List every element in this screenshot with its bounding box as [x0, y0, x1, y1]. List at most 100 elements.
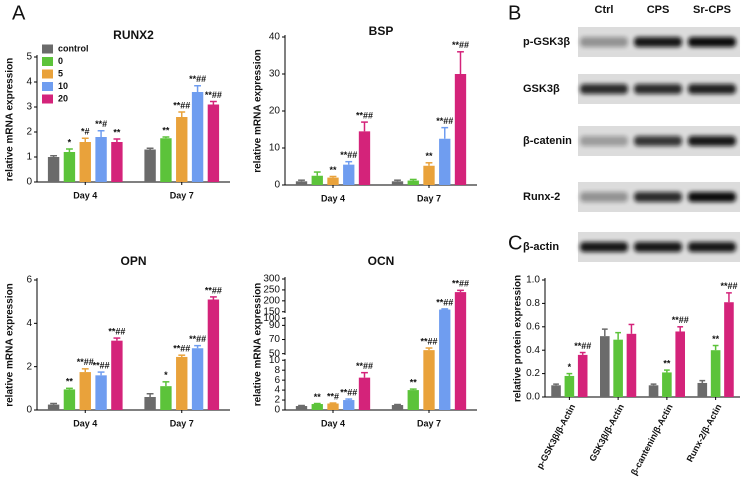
blot-band: [688, 192, 736, 202]
legend-label: 0: [58, 56, 63, 66]
y-tick-label: 10: [269, 355, 281, 366]
significance-label: **##: [189, 334, 206, 344]
y-axis-label: relative mRNA expression: [253, 49, 264, 173]
bar: [724, 302, 734, 397]
bar: [600, 336, 610, 397]
y-tick-label: 0: [274, 180, 280, 191]
chart-title: BSP: [369, 24, 394, 38]
chart-title: OCN: [368, 254, 395, 268]
blot-band: [580, 192, 628, 202]
bar: [191, 348, 204, 410]
significance-label: **##: [173, 100, 190, 110]
x-tick-label: Day 7: [170, 190, 194, 200]
significance-label: **: [425, 151, 433, 161]
legend-swatch: [42, 82, 53, 91]
legend-swatch: [42, 69, 53, 79]
blot-band: [688, 84, 736, 94]
significance-label: **##: [356, 110, 373, 120]
x-tick-label: p-GSK3β/β-Actin: [535, 402, 578, 470]
y-tick-label: 0.0: [526, 392, 540, 403]
panel-label: A: [12, 2, 26, 24]
y-tick-label: 30: [269, 69, 281, 80]
row-label: GSK3β: [523, 83, 560, 95]
bar: [343, 164, 355, 185]
bar: [176, 356, 188, 410]
bar: [439, 138, 451, 185]
bar: [358, 131, 371, 185]
significance-label: **##: [720, 281, 737, 291]
y-tick-label: 1: [26, 152, 32, 163]
y-tick-label: 6: [26, 275, 32, 286]
blot-band: [634, 84, 682, 94]
bar: [160, 386, 172, 410]
blot-band: [580, 136, 628, 146]
significance-label: **##: [420, 336, 437, 346]
blot-band: [580, 84, 628, 94]
blot-band: [688, 242, 736, 252]
significance-label: **: [410, 377, 418, 387]
y-tick-label: 6: [274, 375, 280, 386]
y-axis-label: relative mRNA expression: [5, 58, 16, 182]
row-label: Runx-2: [523, 191, 560, 203]
bar: [47, 157, 60, 182]
significance-label: **##: [93, 360, 110, 370]
x-tick-label: Runx-2/β-Actin: [685, 402, 724, 463]
significance-label: **#: [95, 119, 107, 129]
y-tick-label: 8: [274, 365, 280, 376]
bar: [391, 405, 404, 410]
bar: [63, 152, 76, 182]
axis-break: [281, 354, 477, 359]
significance-label: **##: [340, 387, 357, 397]
chart-title: OPN: [120, 254, 146, 268]
bar: [423, 350, 435, 410]
significance-label: **##: [356, 361, 373, 371]
x-tick-label: Day 4: [73, 190, 97, 200]
significance-label: **##: [452, 40, 469, 50]
y-tick-label: 2: [274, 395, 280, 406]
bar: [79, 142, 91, 182]
bar: [311, 175, 323, 185]
bar: [63, 389, 76, 410]
bar: [160, 138, 172, 182]
bar: [295, 181, 308, 185]
lane-label: CPS: [647, 4, 670, 16]
bar: [697, 382, 708, 397]
legend-label: control: [58, 43, 89, 53]
x-tick-label: Day 4: [73, 418, 97, 428]
significance-label: *#: [81, 127, 90, 137]
bar: [144, 397, 156, 410]
y-tick-label: 0: [26, 177, 32, 188]
axis-break: [281, 313, 477, 318]
significance-label: **##: [574, 341, 591, 351]
y-axis-label: relative protein expression: [513, 275, 524, 402]
y-tick-label: 0.6: [526, 321, 540, 332]
y-tick-label: 4: [26, 318, 32, 329]
significance-label: **: [162, 125, 170, 135]
significance-label: **##: [205, 90, 222, 100]
x-tick-label: β-cantenin/β-Actin: [629, 402, 675, 476]
significance-label: **##: [340, 150, 357, 160]
blot-band: [634, 192, 682, 202]
significance-label: *: [164, 370, 168, 380]
bar: [79, 372, 91, 410]
y-tick-label: 5: [26, 52, 32, 63]
y-tick-label: 3: [26, 102, 32, 113]
bar: [439, 309, 451, 410]
y-tick-label: 20: [269, 106, 281, 117]
y-axis-label: relative mRNA expression: [253, 283, 264, 407]
significance-label: **: [712, 334, 720, 344]
bar: [648, 385, 659, 397]
x-tick-label: Day 4: [321, 418, 345, 428]
significance-label: **: [113, 127, 121, 137]
x-tick-label: Day 7: [417, 418, 441, 428]
panel-label: B: [508, 2, 521, 24]
blot-band: [688, 37, 736, 47]
significance-label: **##: [189, 74, 206, 84]
significance-label: **##: [108, 326, 125, 336]
bar: [407, 180, 419, 185]
chart: RUNX2 relative mRNA expression 0 1 2 3 4 5 Day 4…: [5, 28, 230, 200]
blot-band: [688, 136, 736, 146]
y-tick-label: 100: [263, 313, 280, 324]
blot-band: [634, 37, 682, 47]
